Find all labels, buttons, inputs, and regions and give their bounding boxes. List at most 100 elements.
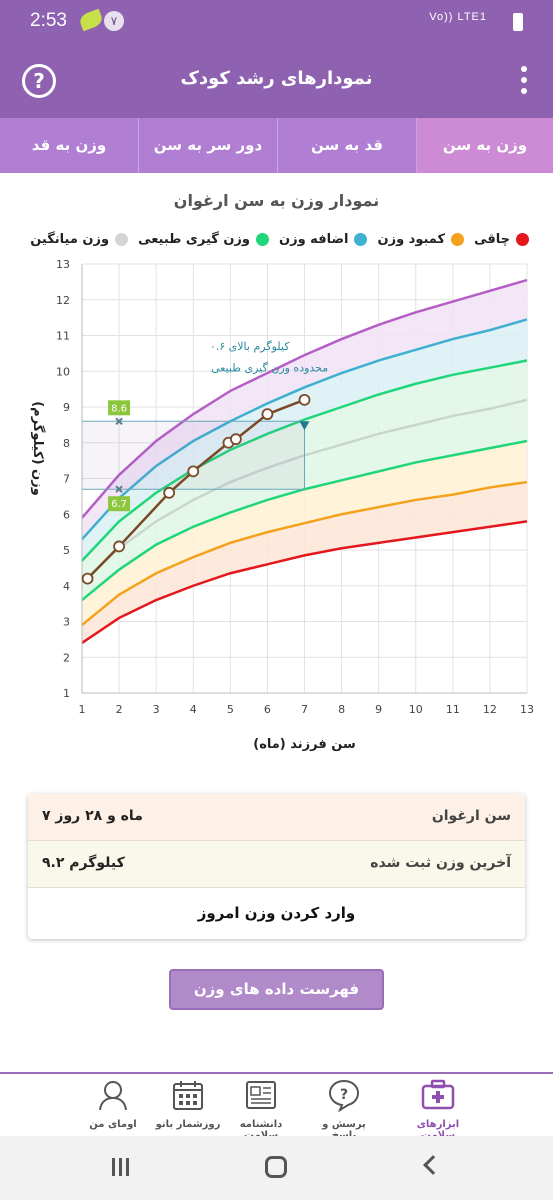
status-bar: 2:53 ۷ Vo)) LTE1	[0, 0, 553, 44]
tab-weight-for-age[interactable]: وزن به سن	[416, 118, 553, 173]
x-tick-label: 11	[446, 703, 460, 716]
range-label-box	[108, 496, 131, 512]
weight-data-point	[113, 540, 125, 553]
weight-row: آخرین وزن ثبت شده ۹.۲ کیلوگرم	[28, 841, 525, 888]
newspaper-icon	[246, 1081, 276, 1109]
reference-band	[82, 482, 527, 643]
reference-curve	[81, 520, 528, 644]
tab-head-for-age[interactable]: دور سر به سن	[138, 118, 277, 173]
range-label: 6.7	[111, 499, 127, 510]
weight-value: ۹.۲ کیلوگرم	[42, 855, 125, 871]
legend-label: چاقی	[474, 232, 510, 247]
system-nav-bar	[0, 1136, 553, 1200]
x-tick-label: 3	[153, 703, 160, 716]
range-label: 8.6	[111, 403, 127, 414]
y-tick-label: 7	[63, 473, 70, 486]
nav-label: پرسش و پاسخ	[322, 1119, 366, 1141]
annotation-line2: محدوده وزن گیری طبیعی	[211, 361, 328, 374]
status-time: 2:53	[30, 10, 67, 31]
nav-label: اومای من	[89, 1119, 137, 1130]
y-tick-label: 2	[63, 651, 70, 664]
x-tick-label: 7	[301, 703, 308, 716]
question-bubble-icon: ?	[328, 1079, 360, 1113]
legend-item-underweight: کمبود وزن	[377, 232, 465, 247]
y-tick-label: 13	[56, 258, 70, 271]
weight-label: آخرین وزن ثبت شده	[370, 855, 511, 871]
page-title: نمودارهای رشد کودک	[180, 68, 373, 89]
legend-label: وزن میانگین	[30, 232, 110, 247]
legend-dot	[354, 233, 368, 246]
legend-label: وزن گیری طبیعی	[138, 232, 250, 247]
legend-item-average: وزن میانگین	[30, 232, 129, 247]
y-tick-label: 5	[63, 544, 70, 557]
annotation-arrow	[299, 421, 310, 431]
y-tick-label: 9	[63, 401, 70, 414]
chart-title: نمودار وزن به سن ارغوان	[173, 191, 380, 210]
weight-data-point	[229, 433, 242, 446]
calendar-icon	[173, 1081, 203, 1110]
x-tick-label: 5	[227, 703, 234, 716]
normal-range-box	[82, 421, 305, 490]
x-tick-label: 6	[264, 703, 271, 716]
bottom-nav: ابزارهای سلامت ? پرسش و پاسخ دانشنامه سل…	[0, 1072, 553, 1141]
leaf-icon	[77, 8, 105, 32]
profile-icon	[99, 1081, 127, 1111]
reference-band	[82, 440, 527, 626]
nav-health-tools[interactable]: ابزارهای سلامت	[403, 1078, 473, 1141]
reference-curve	[81, 480, 528, 627]
x-tick-label: 13	[520, 703, 534, 716]
question-circle-icon[interactable]: ?	[22, 64, 56, 98]
home-icon[interactable]	[265, 1156, 287, 1178]
back-icon[interactable]	[423, 1155, 443, 1175]
range-marker	[115, 417, 123, 426]
reference-curve	[81, 278, 528, 519]
y-tick-label: 3	[63, 616, 70, 629]
y-tick-label: 8	[63, 437, 70, 450]
y-tick-label: 4	[63, 580, 70, 593]
chart-tabs: وزن به سن قد به سن دور سر به سن وزن به ق…	[0, 118, 553, 173]
x-tick-label: 12	[483, 703, 497, 716]
more-vert-icon[interactable]	[521, 66, 527, 99]
y-tick-label: 10	[56, 365, 70, 378]
tab-height-for-age[interactable]: قد به سن	[277, 118, 416, 173]
legend-item-normal: وزن گیری طبیعی	[138, 232, 269, 247]
x-tick-label: 2	[116, 703, 123, 716]
recent-apps-icon[interactable]	[112, 1158, 133, 1180]
notification-badge: ۷	[104, 11, 124, 31]
battery-icon	[513, 13, 523, 31]
reference-curve	[81, 359, 528, 562]
legend-label: اضافه وزن	[279, 232, 349, 247]
legend-item-obesity: چاقی	[474, 232, 529, 247]
age-label: سن ارغوان	[431, 808, 511, 824]
info-card: سن ارغوان ۷ ماه و ۲۸ روز آخرین وزن ثبت ش…	[28, 794, 525, 939]
nav-qa[interactable]: ? پرسش و پاسخ	[309, 1078, 379, 1141]
weight-data-point	[163, 486, 176, 499]
reference-band	[82, 360, 527, 583]
nav-calendar[interactable]: روزشمار بانو	[153, 1078, 223, 1130]
weight-data-point	[81, 572, 94, 585]
y-tick-label: 6	[63, 508, 70, 521]
tab-weight-for-height[interactable]: وزن به قد	[0, 118, 138, 173]
app-bar: ? نمودارهای رشد کودک	[0, 44, 553, 118]
legend-label: کمبود وزن	[377, 232, 446, 247]
svg-text:?: ?	[340, 1087, 348, 1103]
x-tick-label: 8	[338, 703, 345, 716]
weight-series-line	[86, 398, 305, 580]
network-indicator: Vo)) LTE1	[429, 11, 487, 23]
weight-list-button[interactable]: فهرست داده های وزن ارغوان	[169, 969, 384, 1035]
y-tick-label: 12	[56, 294, 70, 307]
nav-label: دانشنامه سلامت	[239, 1119, 283, 1141]
chart-legend: چاقی کمبود وزن اضافه وزن وزن گیری طبیعی …	[20, 232, 529, 247]
x-axis-label: سن فرزند (ماه)	[253, 737, 356, 752]
range-label-box	[108, 400, 131, 416]
y-tick-label: 1	[63, 687, 70, 700]
age-value: ۷ ماه و ۲۸ روز	[42, 808, 143, 824]
age-row: سن ارغوان ۷ ماه و ۲۸ روز	[28, 794, 525, 841]
nav-encyclopedia[interactable]: دانشنامه سلامت	[226, 1078, 296, 1141]
x-tick-label: 4	[190, 703, 197, 716]
nav-profile[interactable]: اومای من	[78, 1078, 148, 1130]
nav-label: روزشمار بانو	[155, 1119, 221, 1130]
legend-dot	[451, 233, 465, 246]
enter-weight-button[interactable]: وارد کردن وزن امروز	[197, 904, 356, 922]
y-tick-label: 11	[56, 330, 70, 343]
